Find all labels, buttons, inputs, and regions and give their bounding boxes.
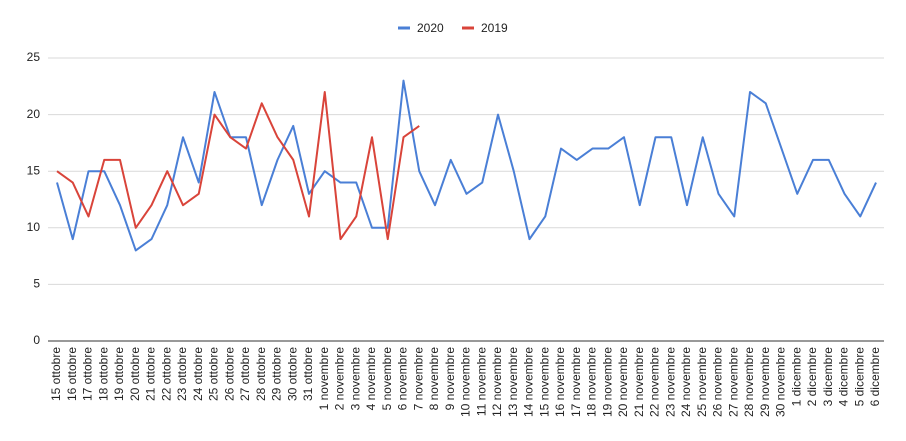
y-tick-label: 10	[27, 220, 41, 234]
x-tick-label: 25 ottobre	[207, 347, 221, 401]
x-tick-label: 12 novembre	[490, 347, 504, 417]
y-tick-label: 5	[33, 277, 40, 291]
x-tick-label: 29 ottobre	[270, 347, 284, 401]
y-tick-label: 0	[33, 333, 40, 347]
x-tick-label: 8 novembre	[427, 347, 441, 411]
x-tick-label: 15 ottobre	[49, 347, 63, 401]
x-tick-label: 6 dicembre	[868, 347, 882, 407]
x-tick-label: 29 novembre	[758, 347, 772, 417]
x-tick-label: 25 novembre	[695, 347, 709, 417]
x-tick-label: 23 ottobre	[175, 347, 189, 401]
y-tick-label: 25	[27, 50, 41, 64]
x-tick-label: 28 novembre	[742, 347, 756, 417]
x-tick-label: 5 novembre	[380, 347, 394, 411]
x-tick-label: 18 ottobre	[96, 347, 110, 401]
x-tick-label: 4 novembre	[364, 347, 378, 411]
x-tick-label: 4 dicembre	[837, 347, 851, 407]
x-tick-label: 24 novembre	[679, 347, 693, 417]
x-tick-label: 19 novembre	[600, 347, 614, 417]
x-tick-label: 21 novembre	[632, 347, 646, 417]
x-tick-label: 14 novembre	[522, 347, 536, 417]
x-tick-label: 10 novembre	[459, 347, 473, 417]
x-tick-label: 1 dicembre	[789, 347, 803, 407]
x-tick-label: 1 novembre	[317, 347, 331, 411]
legend-label: 2019	[481, 21, 508, 35]
x-tick-label: 22 ottobre	[159, 347, 173, 401]
x-tick-label: 2 dicembre	[805, 347, 819, 407]
x-tick-label: 26 novembre	[711, 347, 725, 417]
x-tick-label: 27 ottobre	[238, 347, 252, 401]
x-tick-label: 17 novembre	[569, 347, 583, 417]
x-tick-label: 26 ottobre	[222, 347, 236, 401]
x-tick-label: 3 novembre	[348, 347, 362, 411]
y-tick-label: 15	[27, 163, 41, 177]
legend-label: 2020	[417, 21, 444, 35]
x-tick-label: 20 novembre	[616, 347, 630, 417]
x-tick-label: 6 novembre	[396, 347, 410, 411]
y-tick-label: 20	[27, 107, 41, 121]
x-tick-label: 23 novembre	[663, 347, 677, 417]
x-tick-label: 31 ottobre	[301, 347, 315, 401]
x-tick-label: 27 novembre	[726, 347, 740, 417]
x-tick-label: 24 ottobre	[191, 347, 205, 401]
x-tick-label: 11 novembre	[474, 347, 488, 416]
x-tick-label: 30 novembre	[774, 347, 788, 417]
x-tick-label: 28 ottobre	[254, 347, 268, 401]
x-tick-label: 18 novembre	[585, 347, 599, 417]
x-tick-label: 3 dicembre	[821, 347, 835, 407]
x-tick-label: 5 dicembre	[852, 347, 866, 407]
x-tick-label: 15 novembre	[537, 347, 551, 417]
x-tick-label: 21 ottobre	[144, 347, 158, 401]
x-tick-label: 20 ottobre	[128, 347, 142, 401]
x-tick-label: 30 ottobre	[285, 347, 299, 401]
x-tick-label: 2 novembre	[333, 347, 347, 411]
x-tick-label: 7 novembre	[411, 347, 425, 411]
x-tick-label: 16 novembre	[553, 347, 567, 417]
x-tick-label: 13 novembre	[506, 347, 520, 417]
x-tick-label: 22 novembre	[648, 347, 662, 417]
series-line	[56, 90, 420, 241]
x-tick-label: 17 ottobre	[81, 347, 95, 401]
x-tick-label: 16 ottobre	[65, 347, 79, 401]
series-line	[56, 79, 877, 252]
x-tick-label: 19 ottobre	[112, 347, 126, 401]
x-tick-label: 9 novembre	[443, 347, 457, 411]
